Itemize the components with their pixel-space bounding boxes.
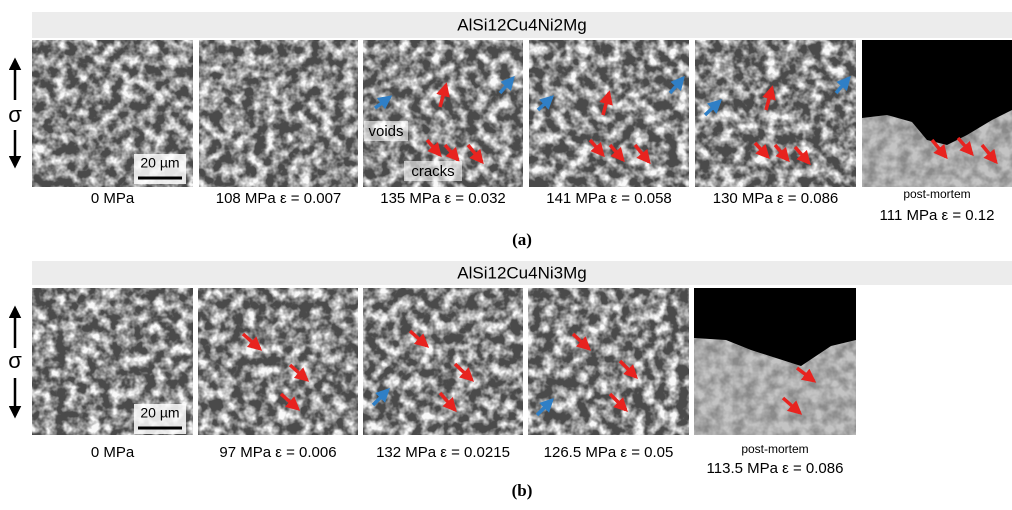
stress-symbol: σ [8, 102, 22, 127]
image-caption: 126.5 MPa ε = 0.05 [544, 444, 674, 461]
panel-label: (a) [512, 230, 532, 249]
micrograph [529, 40, 689, 187]
red-arrow [618, 359, 638, 379]
red-arrow [436, 82, 450, 108]
fracture-region [694, 288, 856, 366]
annotation-box [364, 121, 408, 141]
image-caption: 111 MPa ε = 0.12 [880, 207, 995, 224]
image-caption: 135 MPa ε = 0.032 [380, 190, 506, 207]
blue-arrow [371, 388, 390, 407]
annotation: voids [368, 123, 403, 140]
red-arrow [956, 136, 974, 157]
image-caption: 132 MPa ε = 0.0215 [376, 444, 510, 461]
image-caption: 0 MPa [91, 190, 135, 207]
blue-arrow [373, 95, 393, 110]
red-arrow [466, 143, 484, 165]
red-arrow [453, 362, 475, 382]
title-bar [32, 12, 1012, 38]
red-arrow [279, 392, 301, 411]
stress-symbol: σ [8, 348, 22, 373]
fracture-region [862, 40, 1012, 145]
image-caption: 130 MPa ε = 0.086 [713, 190, 839, 207]
image-note: post-mortem [903, 187, 970, 201]
image-caption: 141 MPa ε = 0.058 [546, 190, 672, 207]
red-arrow [443, 143, 460, 163]
image-caption: 0 MPa [91, 444, 135, 461]
red-arrow [633, 143, 651, 165]
red-arrow [753, 141, 770, 160]
red-arrow [241, 332, 263, 351]
scale-bar-label: 20 µm [140, 405, 179, 421]
red-arrow [781, 396, 803, 415]
micrograph [198, 288, 358, 435]
annotation: cracks [411, 163, 454, 180]
red-arrow [288, 363, 310, 382]
red-arrow [608, 143, 625, 163]
micrograph [199, 40, 358, 187]
image-caption: 113.5 MPa ε = 0.086 [707, 460, 844, 477]
annotation-box [404, 161, 462, 181]
red-arrow [793, 145, 811, 166]
red-arrow [930, 138, 948, 160]
blue-arrow [668, 75, 685, 95]
scale-bar-label: 20 µm [140, 155, 179, 171]
blue-arrow [498, 75, 515, 95]
panel-title: AlSi12Cu4Ni3Mg [457, 263, 586, 282]
blue-arrow [834, 75, 851, 95]
micrograph [363, 288, 523, 435]
image-caption: 97 MPa ε = 0.006 [219, 444, 336, 461]
title-bar [32, 261, 1012, 285]
red-arrow [795, 366, 817, 383]
micrograph [695, 40, 856, 187]
red-arrow [608, 392, 628, 412]
red-arrow [438, 391, 457, 413]
blue-arrow [536, 95, 555, 112]
panel-title: AlSi12Cu4Ni2Mg [457, 15, 586, 34]
red-arrow [773, 143, 790, 163]
red-arrow [425, 138, 442, 158]
red-arrow [588, 138, 605, 158]
red-arrow [980, 143, 998, 165]
blue-arrow [703, 99, 723, 117]
red-arrow [408, 329, 430, 348]
red-arrow [571, 332, 592, 351]
image-caption: 108 MPa ε = 0.007 [216, 190, 342, 207]
red-arrow [762, 85, 776, 111]
image-note: post-mortem [741, 442, 808, 456]
micrograph [528, 288, 689, 435]
panel-label: (b) [512, 481, 533, 500]
blue-arrow [535, 398, 554, 417]
red-arrow [599, 90, 613, 116]
